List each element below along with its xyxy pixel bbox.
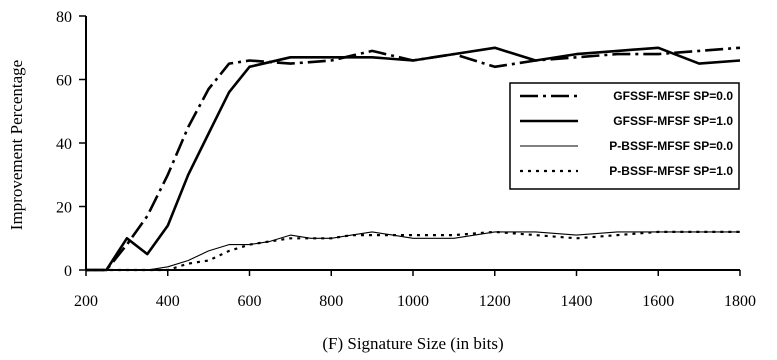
y-tick-label: 80 xyxy=(56,9,72,26)
x-tick-label: 400 xyxy=(156,293,180,310)
y-tick-label: 40 xyxy=(56,136,72,153)
x-tick-label: 1400 xyxy=(561,293,593,310)
x-tick-label: 1600 xyxy=(642,293,674,310)
legend: GFSSF-MFSF SP=0.0 GFSSF-MFSF SP=1.0 P-BSSF… xyxy=(509,82,740,190)
series-line-3 xyxy=(86,231,740,271)
x-tick-label: 600 xyxy=(238,293,262,310)
legend-label: GFSSF-MFSF SP=1.0 xyxy=(613,114,733,128)
x-axis-title: (F) Signature Size (in bits) xyxy=(322,334,503,353)
x-tick-label: 1800 xyxy=(724,293,756,310)
x-tick-label: 1200 xyxy=(479,293,511,310)
y-tick-label: 20 xyxy=(56,200,72,217)
legend-box xyxy=(509,82,740,190)
y-tick-label: 60 xyxy=(56,73,72,90)
legend-label: P-BSSF-MFSF SP=0.0 xyxy=(609,139,733,153)
series-line-2 xyxy=(86,46,741,272)
plot-lines xyxy=(86,46,741,272)
x-tick-label: 200 xyxy=(74,293,98,310)
y-tick-label: 0 xyxy=(64,263,72,280)
legend-label: P-BSSF-MFSF SP=1.0 xyxy=(609,164,733,178)
y-axis-title: Improvement Percentage xyxy=(7,60,26,230)
x-tick-label: 1000 xyxy=(397,293,429,310)
legend-label: GFSSF-MFSF SP=0.0 xyxy=(613,89,733,103)
series-line-1 xyxy=(86,46,741,272)
series-line-4 xyxy=(86,230,740,272)
x-tick-label: 800 xyxy=(319,293,343,310)
ticks: 200 400 600 800 1000 1200 1400 1600 1800 0 20 40 60 8… xyxy=(56,9,756,310)
